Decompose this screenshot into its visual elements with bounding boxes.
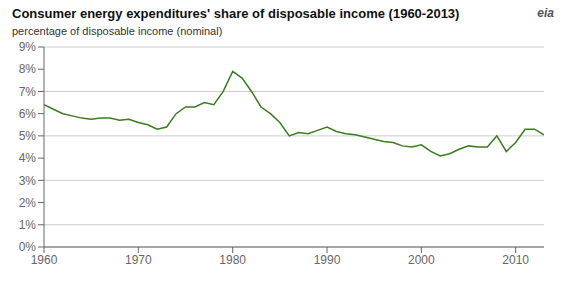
- html-text:Consumer energy expenditures': Consumer energy expenditures' share of d…: [12, 6, 460, 21]
- svg-text:3%: 3%: [19, 174, 37, 188]
- html-text:eia: eia: [537, 6, 554, 20]
- svg-text:1960: 1960: [31, 253, 58, 267]
- svg-text:6%: 6%: [19, 107, 37, 121]
- svg-text:4%: 4%: [19, 151, 37, 165]
- svg-text:5%: 5%: [19, 129, 37, 143]
- svg-text:0%: 0%: [19, 240, 37, 254]
- svg-text:2010: 2010: [502, 253, 529, 267]
- svg-text:9%: 9%: [19, 40, 37, 54]
- svg-text:1970: 1970: [125, 253, 152, 267]
- svg-text:1980: 1980: [219, 253, 246, 267]
- svg-text:1%: 1%: [19, 218, 37, 232]
- html-text:percentage of disposable incom: percentage of disposable income (nominal…: [12, 25, 223, 37]
- svg-text:2%: 2%: [19, 196, 37, 210]
- svg-text:7%: 7%: [19, 85, 37, 99]
- svg-text:1990: 1990: [314, 253, 341, 267]
- svg-text:8%: 8%: [19, 62, 37, 76]
- svg-text:2000: 2000: [408, 253, 435, 267]
